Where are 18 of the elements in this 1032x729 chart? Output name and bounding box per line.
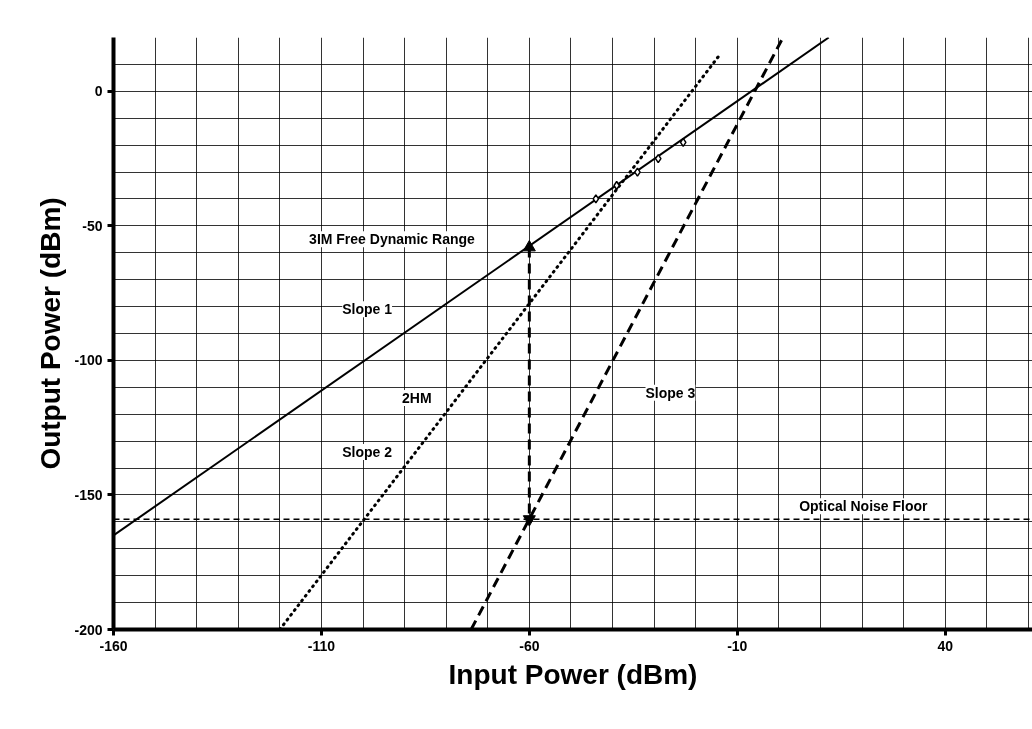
annotation: Slope 1 bbox=[342, 301, 393, 318]
x-tick-label: -110 bbox=[307, 637, 336, 654]
x-tick-label: -160 bbox=[99, 637, 128, 654]
y-tick-label: 0 bbox=[94, 83, 103, 100]
y-tick-label: -200 bbox=[74, 621, 103, 638]
annotation: Slope 3 bbox=[645, 384, 696, 401]
y-tick-label: -100 bbox=[74, 352, 103, 369]
y-tick-label: -50 bbox=[82, 217, 103, 234]
x-tick-label: -60 bbox=[519, 637, 540, 654]
x-tick-label: -10 bbox=[727, 637, 748, 654]
x-axis-title: Input Power (dBm) bbox=[448, 658, 698, 690]
y-tick-label: -150 bbox=[74, 486, 103, 503]
annotation: 2HM bbox=[401, 390, 432, 407]
ref-line-label: Optical Noise Floor bbox=[799, 498, 929, 515]
annotation: Slope 2 bbox=[342, 443, 393, 460]
x-tick-label: 40 bbox=[937, 637, 954, 654]
y-axis-title: Output Power (dBm) bbox=[35, 197, 67, 470]
annotation: 3IM Free Dynamic Range bbox=[309, 231, 476, 248]
